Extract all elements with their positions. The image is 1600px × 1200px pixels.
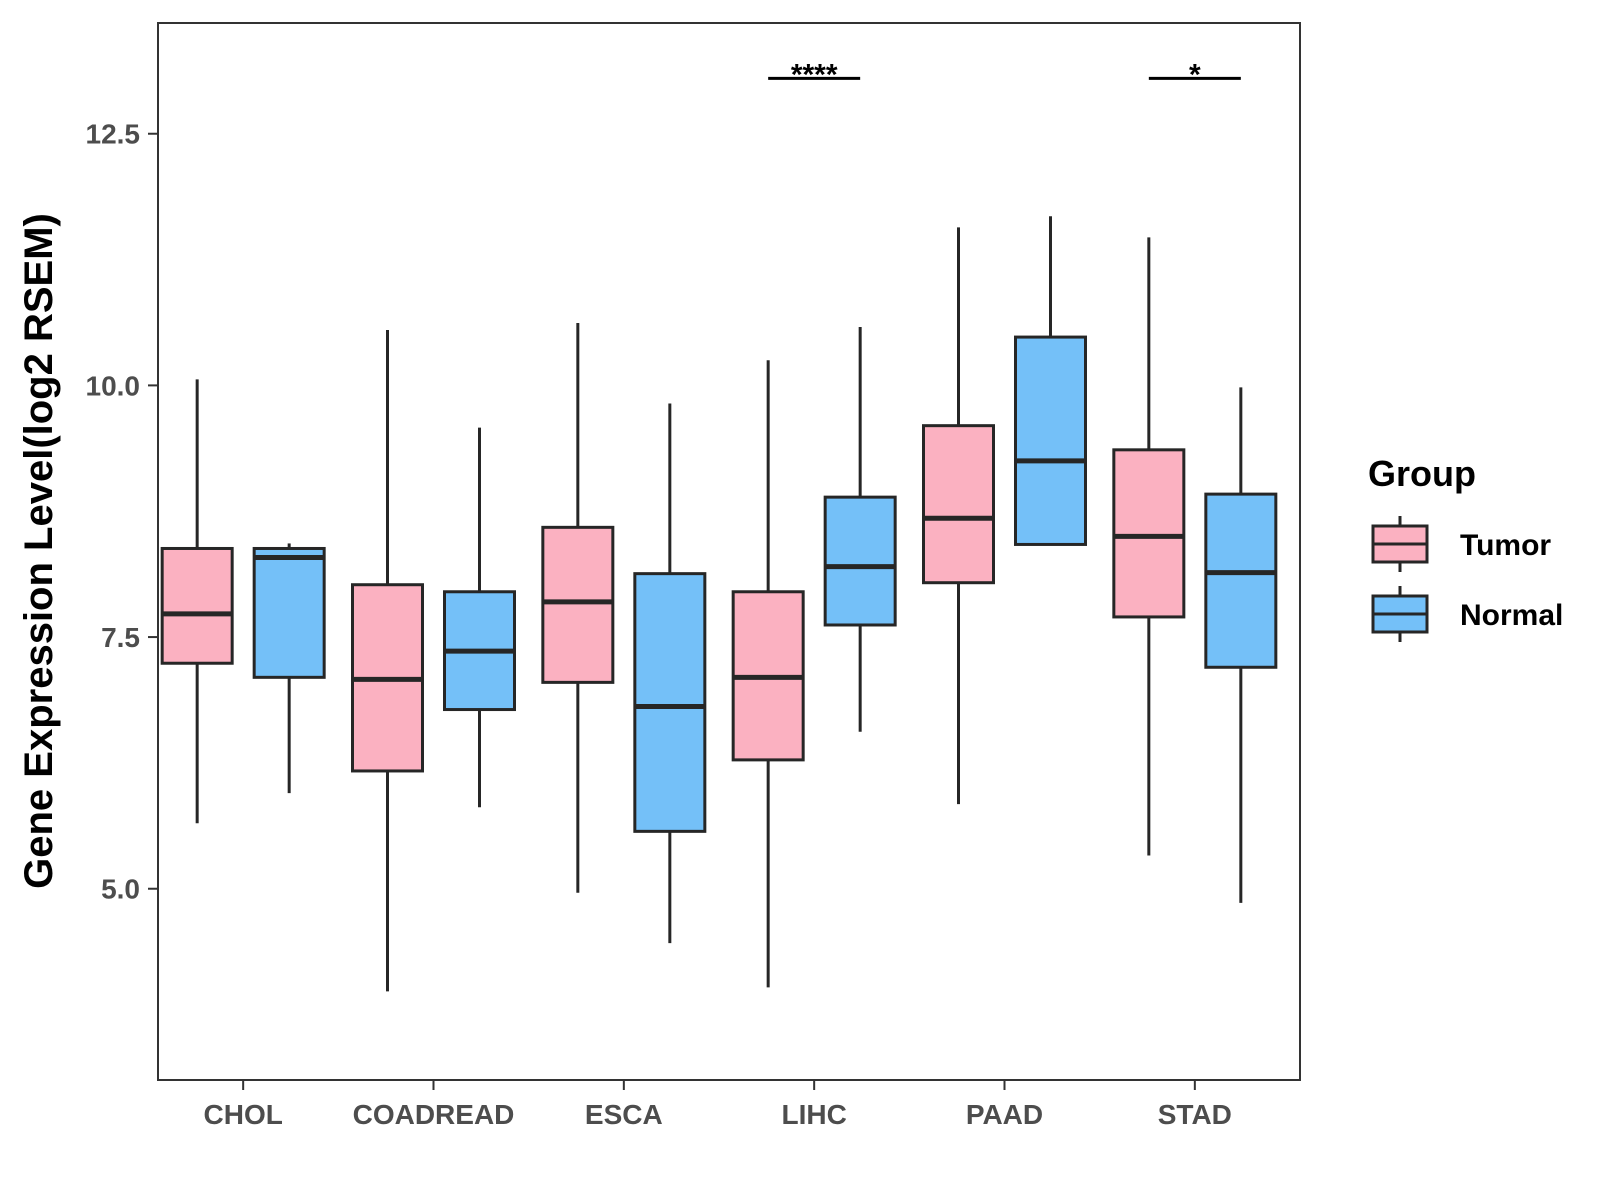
x-tick-label-esca: ESCA (585, 1099, 663, 1130)
legend-label: Tumor (1460, 529, 1551, 562)
box-tumor-chol (160, 379, 234, 824)
plot-panel (157, 22, 1301, 1081)
y-tick-label: 7.5 (101, 622, 140, 653)
box-body (541, 525, 615, 684)
legend-item-normal: Normal (1371, 586, 1563, 642)
box-body (252, 546, 326, 679)
boxes-layer (160, 216, 1278, 992)
y-axis-title: Gene Expression Level(log2 RSEM) (17, 213, 61, 889)
x-tick-label-stad: STAD (1158, 1099, 1232, 1130)
x-tick-label-chol: CHOL (204, 1099, 283, 1130)
box-normal-paad (1014, 216, 1087, 546)
box-normal-lihc (823, 327, 897, 732)
legend-label: Normal (1460, 599, 1563, 632)
x-tick-label-paad: PAAD (966, 1099, 1043, 1130)
box-tumor-paad (922, 227, 995, 805)
box-tumor-lihc (731, 360, 805, 988)
box-tumor-esca (541, 322, 615, 893)
box-body (633, 572, 707, 833)
x-axis: CHOL COADREAD ESCA LIHC PAAD STAD (204, 1080, 1232, 1130)
legend-title: Group (1368, 453, 1476, 494)
box-normal-stad (1204, 387, 1278, 903)
significance-annotations: **** * (768, 58, 1241, 91)
x-tick-label-lihc: LIHC (782, 1099, 847, 1130)
y-tick-label: 5.0 (101, 874, 140, 905)
significance-label: * (1189, 58, 1201, 91)
significance-label: **** (791, 58, 838, 91)
box-body (1204, 492, 1278, 669)
y-tick-label: 10.0 (86, 370, 141, 401)
y-tick-label: 12.5 (86, 119, 141, 150)
box-normal-coadread (443, 427, 516, 808)
legend: Group Tumor Normal (1368, 453, 1563, 642)
box-normal-esca (633, 403, 707, 944)
x-tick-label-coadread: COADREAD (353, 1099, 515, 1130)
box-body (823, 495, 897, 627)
legend-item-tumor: Tumor (1371, 516, 1551, 572)
box-body (1112, 448, 1186, 619)
box-body (1014, 335, 1087, 546)
box-body (160, 546, 234, 665)
box-body (922, 424, 995, 585)
box-tumor-coadread (351, 330, 424, 992)
box-tumor-stad (1112, 237, 1186, 856)
box-normal-chol (252, 543, 326, 794)
y-axis: 5.0 7.5 10.0 12.5 (86, 119, 158, 905)
